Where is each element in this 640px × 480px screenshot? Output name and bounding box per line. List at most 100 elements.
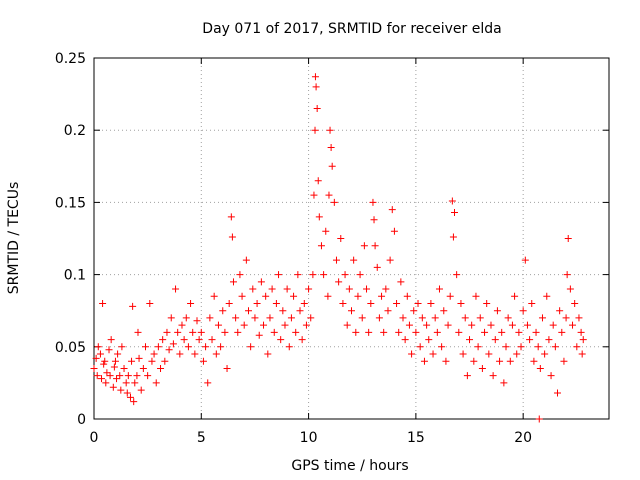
data-point [281,321,289,329]
data-point [448,197,456,205]
data-point [189,328,197,336]
data-point [455,328,463,336]
data-point [103,369,111,377]
data-point [99,299,107,307]
data-point [169,340,177,348]
data-point [534,343,542,351]
data-point [575,314,583,322]
data-point [506,357,514,365]
y-tick-label: 0.1 [64,268,86,284]
data-point [335,278,343,286]
data-point [174,328,182,336]
data-point [135,354,143,362]
data-point [530,357,538,365]
data-point [440,307,448,315]
data-point [191,350,199,358]
data-point [370,216,378,224]
data-point [365,328,373,336]
data-point [528,299,536,307]
data-point [418,314,426,322]
data-point [493,307,501,315]
data-point [232,314,240,322]
data-point [496,357,504,365]
data-point [139,364,147,372]
data-point [165,346,173,354]
data-point [317,242,325,250]
data-point [324,292,332,300]
data-point [358,314,366,322]
data-point [146,299,154,307]
data-point [217,343,225,351]
data-point [101,357,109,365]
y-axis-label: SRMTID / TECUs [6,182,22,295]
data-point [225,299,233,307]
data-point [114,350,122,358]
data-point [360,242,368,250]
x-tick-label: 10 [300,430,318,446]
data-point [532,328,540,336]
data-point [577,328,585,336]
data-point [564,235,572,242]
data-point [489,372,497,380]
data-point [416,343,424,351]
data-point [111,357,119,365]
data-point [536,364,544,372]
data-point [345,285,353,293]
data-point [504,314,512,322]
data-point [573,343,581,351]
data-point [474,343,482,351]
data-point [302,321,310,329]
data-point [526,336,534,344]
data-point [378,292,386,300]
data-point [420,357,428,365]
data-point [315,213,323,221]
data-point [375,314,383,322]
data-point [463,372,471,380]
data-point [311,126,319,134]
data-point [184,343,192,351]
data-point [264,350,272,358]
data-point [459,350,467,358]
y-tick-label: 0.15 [55,195,86,211]
data-point [423,321,431,329]
data-point [382,285,390,293]
data-point [120,364,128,372]
data-point [131,379,139,387]
data-point [549,321,557,329]
data-point [384,307,392,315]
data-point [142,343,149,351]
data-point [307,314,315,322]
data-point [457,299,465,307]
data-point [234,328,242,336]
data-point [107,336,115,344]
data-point [134,328,142,336]
data-point [313,105,321,113]
data-point [150,350,158,358]
data-point [562,314,570,322]
data-point [128,357,136,365]
data-point [94,343,102,351]
data-point [579,336,587,344]
data-point [98,375,106,383]
data-point [287,314,295,322]
data-point [238,292,246,300]
data-point [105,346,113,354]
data-point [541,350,549,358]
data-point [403,292,411,300]
data-point [429,350,437,358]
data-point [438,343,446,351]
x-tick-label: 5 [197,430,206,446]
data-point [369,198,377,206]
plot-frame [93,57,610,420]
data-point [214,321,222,329]
data-point [116,372,124,380]
data-point [363,285,371,293]
x-tick-label: 15 [407,430,425,446]
data-point [498,328,506,336]
data-point [236,271,244,279]
data-point [470,357,478,365]
data-point [569,321,577,329]
data-point [144,372,152,380]
data-point [330,198,338,206]
